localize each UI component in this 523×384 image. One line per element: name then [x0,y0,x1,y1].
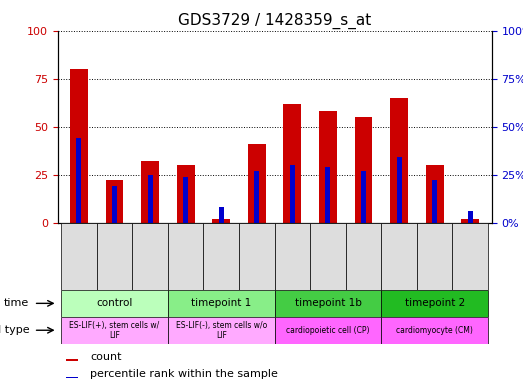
Bar [254,171,259,223]
Bar [426,165,444,223]
FancyBboxPatch shape [381,223,417,290]
FancyBboxPatch shape [61,290,168,317]
Bar [112,186,117,223]
Bar [212,219,230,223]
FancyBboxPatch shape [61,317,168,344]
Bar [66,376,78,378]
FancyBboxPatch shape [168,223,203,290]
FancyBboxPatch shape [381,317,488,344]
Text: timepoint 1b: timepoint 1b [294,298,361,308]
Text: cardiomyocyte (CM): cardiomyocyte (CM) [396,326,473,335]
Bar [461,219,479,223]
Bar [106,180,123,223]
FancyBboxPatch shape [239,223,275,290]
FancyBboxPatch shape [97,223,132,290]
Title: GDS3729 / 1428359_s_at: GDS3729 / 1428359_s_at [178,13,371,29]
Bar [319,111,337,223]
FancyBboxPatch shape [452,223,488,290]
Bar [390,98,408,223]
Bar [70,69,88,223]
Text: cell type: cell type [0,325,29,335]
Bar [177,165,195,223]
FancyBboxPatch shape [275,223,310,290]
Bar [283,104,301,223]
FancyBboxPatch shape [417,223,452,290]
Bar [361,171,366,223]
Bar [290,165,295,223]
Bar [183,177,188,223]
Text: count: count [90,352,121,362]
Bar [325,167,331,223]
Bar [248,144,266,223]
FancyBboxPatch shape [275,290,381,317]
Bar [468,211,473,223]
FancyBboxPatch shape [381,290,488,317]
Text: timepoint 2: timepoint 2 [405,298,465,308]
FancyBboxPatch shape [310,223,346,290]
Text: ES-LIF(+), stem cells w/
LIF: ES-LIF(+), stem cells w/ LIF [70,321,160,340]
FancyBboxPatch shape [203,223,239,290]
Bar [219,207,224,223]
Text: time: time [4,298,29,308]
Text: ES-LIF(-), stem cells w/o
LIF: ES-LIF(-), stem cells w/o LIF [176,321,267,340]
Bar [355,117,372,223]
Bar [432,180,437,223]
Bar [396,157,402,223]
Text: timepoint 1: timepoint 1 [191,298,252,308]
FancyBboxPatch shape [61,223,97,290]
FancyBboxPatch shape [168,317,275,344]
Bar [76,138,82,223]
FancyBboxPatch shape [275,317,381,344]
FancyBboxPatch shape [346,223,381,290]
Text: cardiopoietic cell (CP): cardiopoietic cell (CP) [286,326,370,335]
Bar [147,175,153,223]
Bar [66,359,78,361]
Text: control: control [96,298,133,308]
Bar [141,161,159,223]
FancyBboxPatch shape [132,223,168,290]
FancyBboxPatch shape [168,290,275,317]
Text: percentile rank within the sample: percentile rank within the sample [90,369,278,379]
